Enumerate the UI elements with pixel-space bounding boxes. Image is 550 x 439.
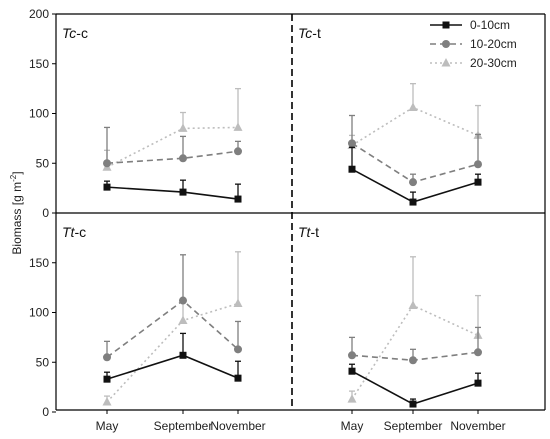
series-20-30cm bbox=[347, 256, 483, 403]
series-0-10cm bbox=[348, 363, 482, 408]
data-point bbox=[234, 195, 242, 203]
panel-1: Tc-c bbox=[62, 25, 243, 203]
data-point bbox=[409, 198, 417, 206]
series-line bbox=[106, 299, 239, 358]
legend-marker bbox=[442, 21, 450, 29]
series-line bbox=[106, 186, 239, 200]
data-point bbox=[408, 300, 418, 310]
series-line bbox=[106, 302, 239, 403]
data-point bbox=[102, 397, 112, 406]
data-point bbox=[348, 165, 356, 173]
data-point bbox=[179, 296, 187, 305]
x-tick-label: May bbox=[96, 419, 119, 433]
y-axis-label: Biomass [g m-2] bbox=[9, 171, 24, 254]
data-point bbox=[179, 154, 187, 163]
legend-item: 0-10cm bbox=[430, 18, 510, 32]
panel-title: Tt-t bbox=[298, 224, 319, 240]
panels: Tc-c Tc-t Tt-c Tt-t bbox=[62, 25, 483, 408]
data-point bbox=[233, 122, 243, 131]
series-line bbox=[351, 106, 479, 147]
y-tick-label: 0 bbox=[42, 206, 49, 220]
y-tick-label: 100 bbox=[29, 306, 49, 320]
data-point bbox=[234, 147, 242, 156]
data-point bbox=[474, 178, 482, 186]
series-line bbox=[106, 126, 239, 168]
y-tick-label: 50 bbox=[36, 355, 50, 369]
panel-title: Tc-c bbox=[62, 25, 88, 41]
series-20-30cm bbox=[347, 83, 483, 149]
legend-marker bbox=[442, 40, 450, 48]
data-point bbox=[347, 394, 357, 403]
series-10-20cm bbox=[348, 326, 482, 365]
series-10-20cm bbox=[103, 126, 242, 168]
legend-label: 20-30cm bbox=[470, 56, 517, 70]
y-tick-label: 150 bbox=[29, 57, 49, 71]
series-line bbox=[351, 142, 479, 184]
panel-title: Tc-t bbox=[298, 25, 321, 41]
series-10-20cm bbox=[348, 114, 482, 187]
data-point bbox=[234, 345, 242, 354]
series-10-20cm bbox=[103, 254, 242, 362]
y-tick-label: 50 bbox=[36, 156, 50, 170]
y-tick-label: 0 bbox=[42, 405, 49, 419]
data-point bbox=[409, 400, 417, 408]
data-point bbox=[178, 315, 188, 324]
panel-title: Tt-c bbox=[62, 224, 86, 240]
data-point bbox=[234, 374, 242, 382]
series-0-10cm bbox=[103, 179, 242, 203]
series-0-10cm bbox=[348, 146, 482, 206]
data-point bbox=[408, 102, 418, 112]
legend-label: 0-10cm bbox=[470, 18, 510, 32]
series-line bbox=[106, 150, 239, 165]
figure-frame bbox=[55, 13, 546, 411]
x-tick-label: November bbox=[450, 419, 505, 433]
legend-marker bbox=[441, 58, 451, 67]
x-tick-label: September bbox=[154, 419, 213, 433]
data-point bbox=[233, 298, 243, 308]
data-point bbox=[179, 188, 187, 196]
data-point bbox=[409, 178, 417, 187]
data-point bbox=[178, 123, 188, 132]
panel-4: Tt-t bbox=[298, 224, 483, 408]
y-tick-label: 150 bbox=[29, 256, 49, 270]
data-point bbox=[348, 367, 356, 375]
data-point bbox=[348, 351, 356, 360]
x-tick-label: November bbox=[210, 419, 265, 433]
data-point bbox=[103, 375, 111, 383]
series-line bbox=[106, 354, 239, 380]
data-point bbox=[348, 139, 356, 148]
data-point bbox=[103, 159, 111, 168]
series-0-10cm bbox=[103, 332, 242, 383]
data-point bbox=[474, 379, 482, 387]
series-line bbox=[351, 304, 479, 400]
data-point bbox=[103, 183, 111, 191]
legend-label: 10-20cm bbox=[470, 37, 517, 51]
data-point bbox=[474, 348, 482, 357]
data-point bbox=[474, 160, 482, 169]
series-20-30cm bbox=[102, 251, 243, 406]
y-tick-label: 200 bbox=[29, 7, 49, 21]
legend-item: 10-20cm bbox=[430, 37, 517, 51]
data-point bbox=[103, 353, 111, 362]
data-point bbox=[179, 351, 187, 359]
data-point bbox=[409, 356, 417, 365]
legend-item: 20-30cm bbox=[430, 56, 517, 70]
x-tick-label: September bbox=[384, 419, 443, 433]
x-tick-label: May bbox=[341, 419, 364, 433]
panel-2: Tc-t bbox=[298, 25, 483, 206]
y-tick-label: 100 bbox=[29, 107, 49, 121]
legend: 0-10cm 10-20cm 20-30cm bbox=[430, 18, 517, 70]
panel-3: Tt-c bbox=[62, 224, 243, 406]
